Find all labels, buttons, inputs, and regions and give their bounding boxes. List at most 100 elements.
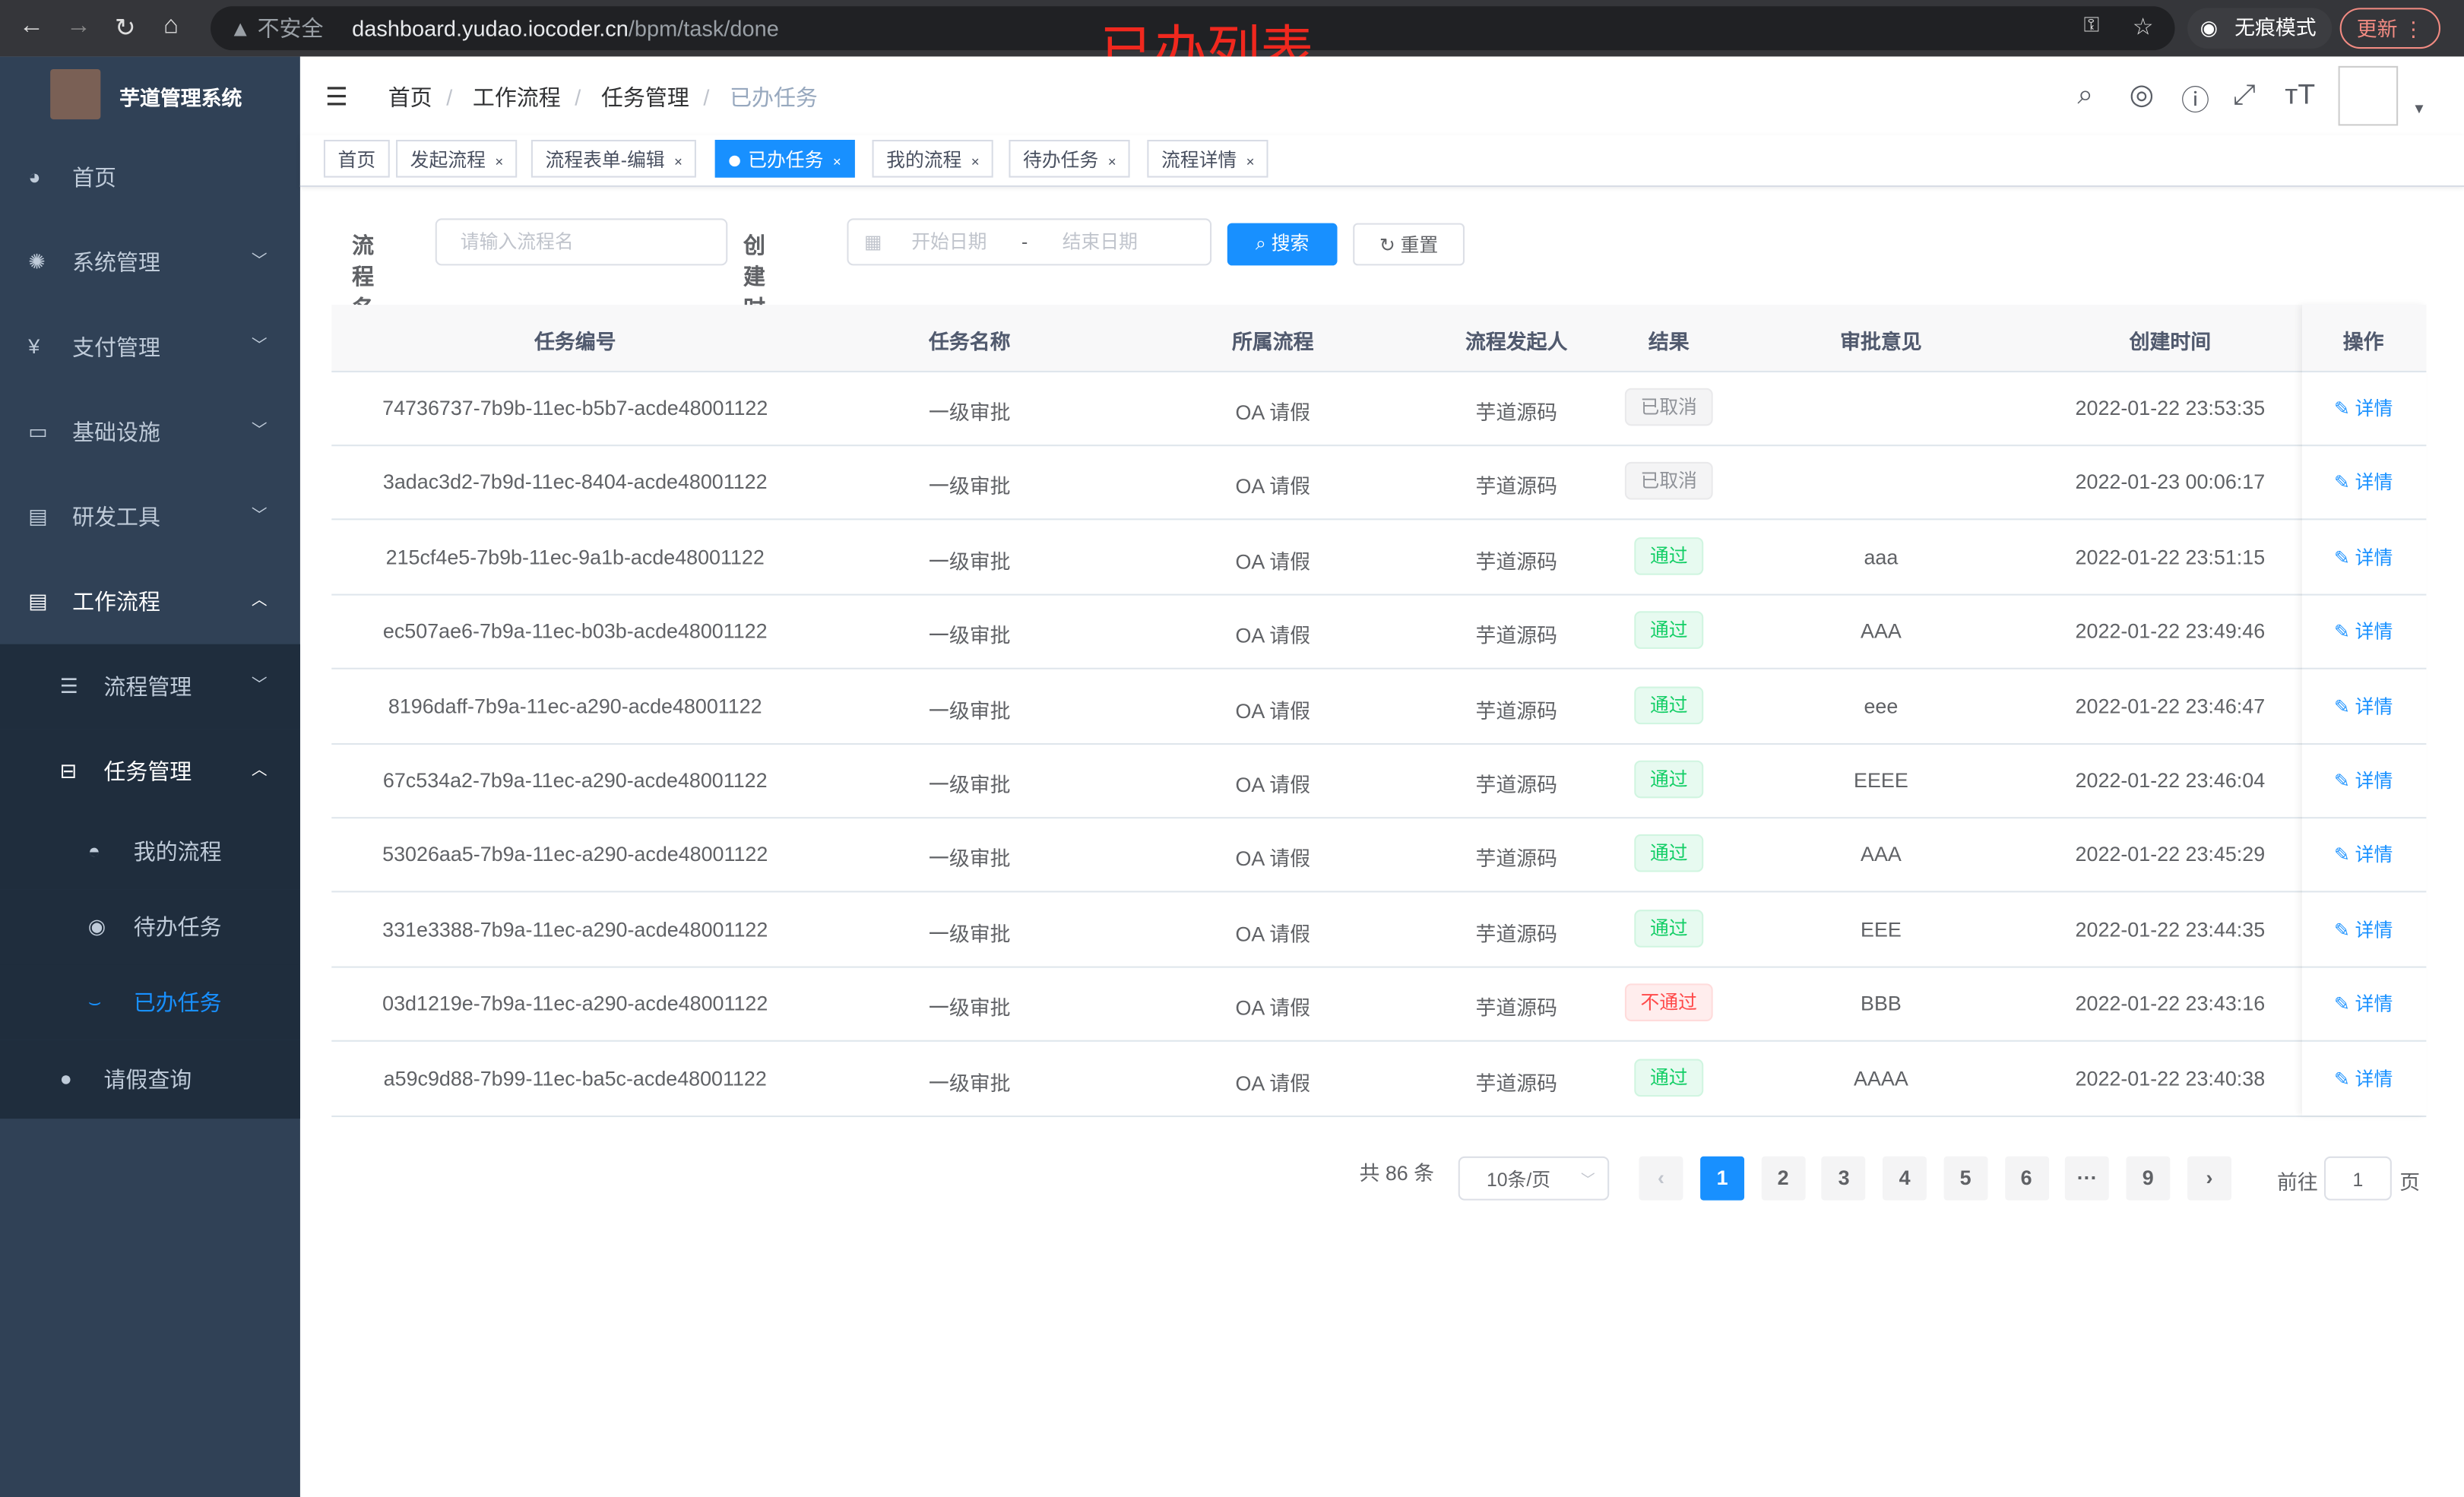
- tag-label: 流程详情: [1161, 149, 1237, 172]
- detail-button[interactable]: ✎ 详情: [2334, 692, 2393, 719]
- cell-process: OA 请假: [1235, 847, 1311, 872]
- sidebar-item-my-process[interactable]: ◓ 我的流程: [0, 814, 300, 890]
- cell-process: OA 请假: [1235, 624, 1311, 648]
- close-icon[interactable]: ×: [1246, 153, 1255, 170]
- avatar[interactable]: [2338, 65, 2399, 126]
- cell-time: 2022-01-22 23:44:35: [2075, 917, 2266, 942]
- star-icon[interactable]: ☆: [2132, 14, 2154, 41]
- tag-my-process[interactable]: 我的流程 ×: [872, 140, 994, 178]
- next-page-button[interactable]: ›: [2187, 1156, 2231, 1201]
- close-icon[interactable]: ×: [971, 153, 980, 170]
- start-date-input[interactable]: 开始日期: [911, 230, 987, 253]
- navbar: ☰ 首页 / 工作流程 / 任务管理 / 已办任务 ⌕ ◎ ⓘ ⤢ ᴛT ▼: [299, 56, 2464, 135]
- sidebar-item-done[interactable]: ⌣ 已办任务: [0, 964, 300, 1040]
- table-row: 67c534a2-7b9a-11ec-a290-acde48001122 一级审批…: [331, 743, 2427, 819]
- page-button[interactable]: 6: [2004, 1156, 2049, 1201]
- edit-icon: ✎: [2333, 844, 2355, 867]
- sidebar-item-workflow[interactable]: ▤ 工作流程 ︿: [0, 559, 300, 644]
- sidebar-item-leave[interactable]: ● 请假查询: [0, 1040, 300, 1119]
- tag-label: 已办任务: [748, 149, 824, 172]
- goto-page-input[interactable]: 1: [2323, 1156, 2392, 1201]
- key-icon[interactable]: ⚿: [2083, 12, 2100, 36]
- sidebar-item-tool[interactable]: ▤ 研发工具 ﹀: [0, 474, 300, 559]
- detail-button[interactable]: ✎ 详情: [2334, 990, 2393, 1017]
- search-icon[interactable]: ⌕: [2077, 78, 2094, 110]
- detail-button[interactable]: ✎ 详情: [2334, 916, 2393, 942]
- page-button[interactable]: 1: [1700, 1156, 1745, 1201]
- forward-icon[interactable]: →: [65, 12, 91, 40]
- page-button[interactable]: 4: [1883, 1156, 1927, 1201]
- search-button[interactable]: ⌕ 搜索: [1227, 223, 1338, 266]
- search-button-label: 搜索: [1271, 233, 1310, 255]
- sidebar-item-task-manage[interactable]: ⊟ 任务管理 ︿: [0, 729, 300, 815]
- eye-icon: ◉: [87, 914, 106, 938]
- update-button[interactable]: 更新 ⋮: [2339, 8, 2440, 49]
- cell-id: ec507ae6-7b9a-11ec-b03b-acde48001122: [382, 619, 768, 644]
- process-name-input[interactable]: 请输入流程名: [435, 218, 728, 266]
- page-button[interactable]: 3: [1822, 1156, 1867, 1201]
- sidebar-item-pay[interactable]: ¥ 支付管理 ﹀: [0, 305, 300, 390]
- reset-button[interactable]: ↻ 重置: [1353, 223, 1465, 266]
- back-icon[interactable]: ←: [18, 12, 44, 40]
- reload-icon[interactable]: ↻: [114, 15, 136, 43]
- github-icon[interactable]: ◎: [2129, 78, 2155, 110]
- close-icon[interactable]: ×: [495, 153, 504, 170]
- incognito-badge[interactable]: ◉ 无痕模式: [2187, 8, 2333, 49]
- help-icon[interactable]: ⓘ: [2181, 84, 2210, 117]
- sidebar-item-todo[interactable]: ◉ 待办任务: [0, 889, 300, 965]
- page-button[interactable]: 5: [1943, 1156, 1988, 1201]
- date-range-picker[interactable]: ▦ 开始日期 - 结束日期: [847, 218, 1212, 266]
- chevron-down-icon: ﹀: [1580, 1172, 1595, 1188]
- cell-id: 215cf4e5-7b9b-11ec-9a1b-acde48001122: [385, 545, 765, 569]
- cell-comment: EEE: [1861, 917, 1902, 942]
- detail-button[interactable]: ✎ 详情: [2334, 767, 2393, 793]
- tag-form-edit[interactable]: 流程表单-编辑 ×: [530, 140, 697, 178]
- chevron-up-icon: ︿: [251, 761, 268, 780]
- page-button[interactable]: 2: [1761, 1156, 1806, 1201]
- cell-time: 2022-01-23 00:06:17: [2075, 470, 2266, 495]
- tag-home[interactable]: 首页: [323, 140, 390, 178]
- hamburger-icon[interactable]: ☰: [325, 84, 348, 112]
- detail-button[interactable]: ✎ 详情: [2334, 394, 2393, 421]
- close-icon[interactable]: ×: [832, 153, 841, 170]
- tag-process-detail[interactable]: 流程详情 ×: [1147, 140, 1269, 178]
- detail-label: 详情: [2355, 770, 2393, 793]
- page-size-select[interactable]: 10条/页 ﹀: [1458, 1156, 1610, 1201]
- page-button[interactable]: 9: [2126, 1156, 2171, 1201]
- sidebar-item-label: 研发工具: [72, 504, 160, 530]
- sidebar-item-home[interactable]: ◕ 首页: [0, 135, 300, 220]
- breadcrumb-item[interactable]: 任务管理: [600, 84, 689, 110]
- sidebar-item-label: 任务管理: [103, 758, 192, 784]
- detail-button[interactable]: ✎ 详情: [2334, 618, 2393, 644]
- breadcrumb-item[interactable]: 工作流程: [472, 84, 561, 110]
- detail-button[interactable]: ✎ 详情: [2334, 469, 2393, 495]
- address-bar[interactable]: ▲ 不安全 dashboard.yudao.iocoder.cn/bpm/tas…: [211, 6, 2175, 51]
- cell-id: a59c9d88-7b99-11ec-ba5c-acde48001122: [383, 1066, 767, 1090]
- sidebar-item-label: 系统管理: [72, 249, 160, 275]
- cell-time: 2022-01-22 23:40:38: [2075, 1066, 2266, 1090]
- monitor-icon: ▭: [28, 419, 48, 444]
- result-badge: 不通过: [1624, 983, 1713, 1022]
- tag-done-task[interactable]: 已办任务 ×: [714, 140, 856, 178]
- cell-name: 一级审批: [928, 549, 1011, 574]
- home-icon[interactable]: ⌂: [163, 12, 179, 40]
- page-button[interactable]: ···: [2065, 1156, 2110, 1201]
- breadcrumb-item[interactable]: 首页: [388, 84, 432, 110]
- end-date-input[interactable]: 结束日期: [1062, 230, 1138, 253]
- font-size-icon[interactable]: ᴛT: [2285, 78, 2316, 110]
- tag-start-process[interactable]: 发起流程 ×: [396, 140, 518, 178]
- detail-button[interactable]: ✎ 详情: [2334, 543, 2393, 570]
- tag-todo[interactable]: 待办任务 ×: [1009, 140, 1131, 178]
- close-icon[interactable]: ×: [674, 153, 683, 170]
- prev-page-button[interactable]: ‹: [1639, 1156, 1683, 1201]
- fullscreen-icon[interactable]: ⤢: [2233, 78, 2256, 110]
- close-icon[interactable]: ×: [1107, 153, 1116, 170]
- sidebar-item-infra[interactable]: ▭ 基础设施 ﹀: [0, 390, 300, 475]
- result-badge: 通过: [1634, 1058, 1704, 1097]
- sidebar-item-process-manage[interactable]: ☰ 流程管理 ﹀: [0, 644, 300, 730]
- table-row: a59c9d88-7b99-11ec-ba5c-acde48001122 一级审批…: [331, 1041, 2427, 1117]
- detail-button[interactable]: ✎ 详情: [2334, 841, 2393, 868]
- sidebar-item-system[interactable]: ✺ 系统管理 ﹀: [0, 220, 300, 305]
- detail-button[interactable]: ✎ 详情: [2334, 1065, 2393, 1091]
- caret-down-icon[interactable]: ▼: [2412, 100, 2427, 117]
